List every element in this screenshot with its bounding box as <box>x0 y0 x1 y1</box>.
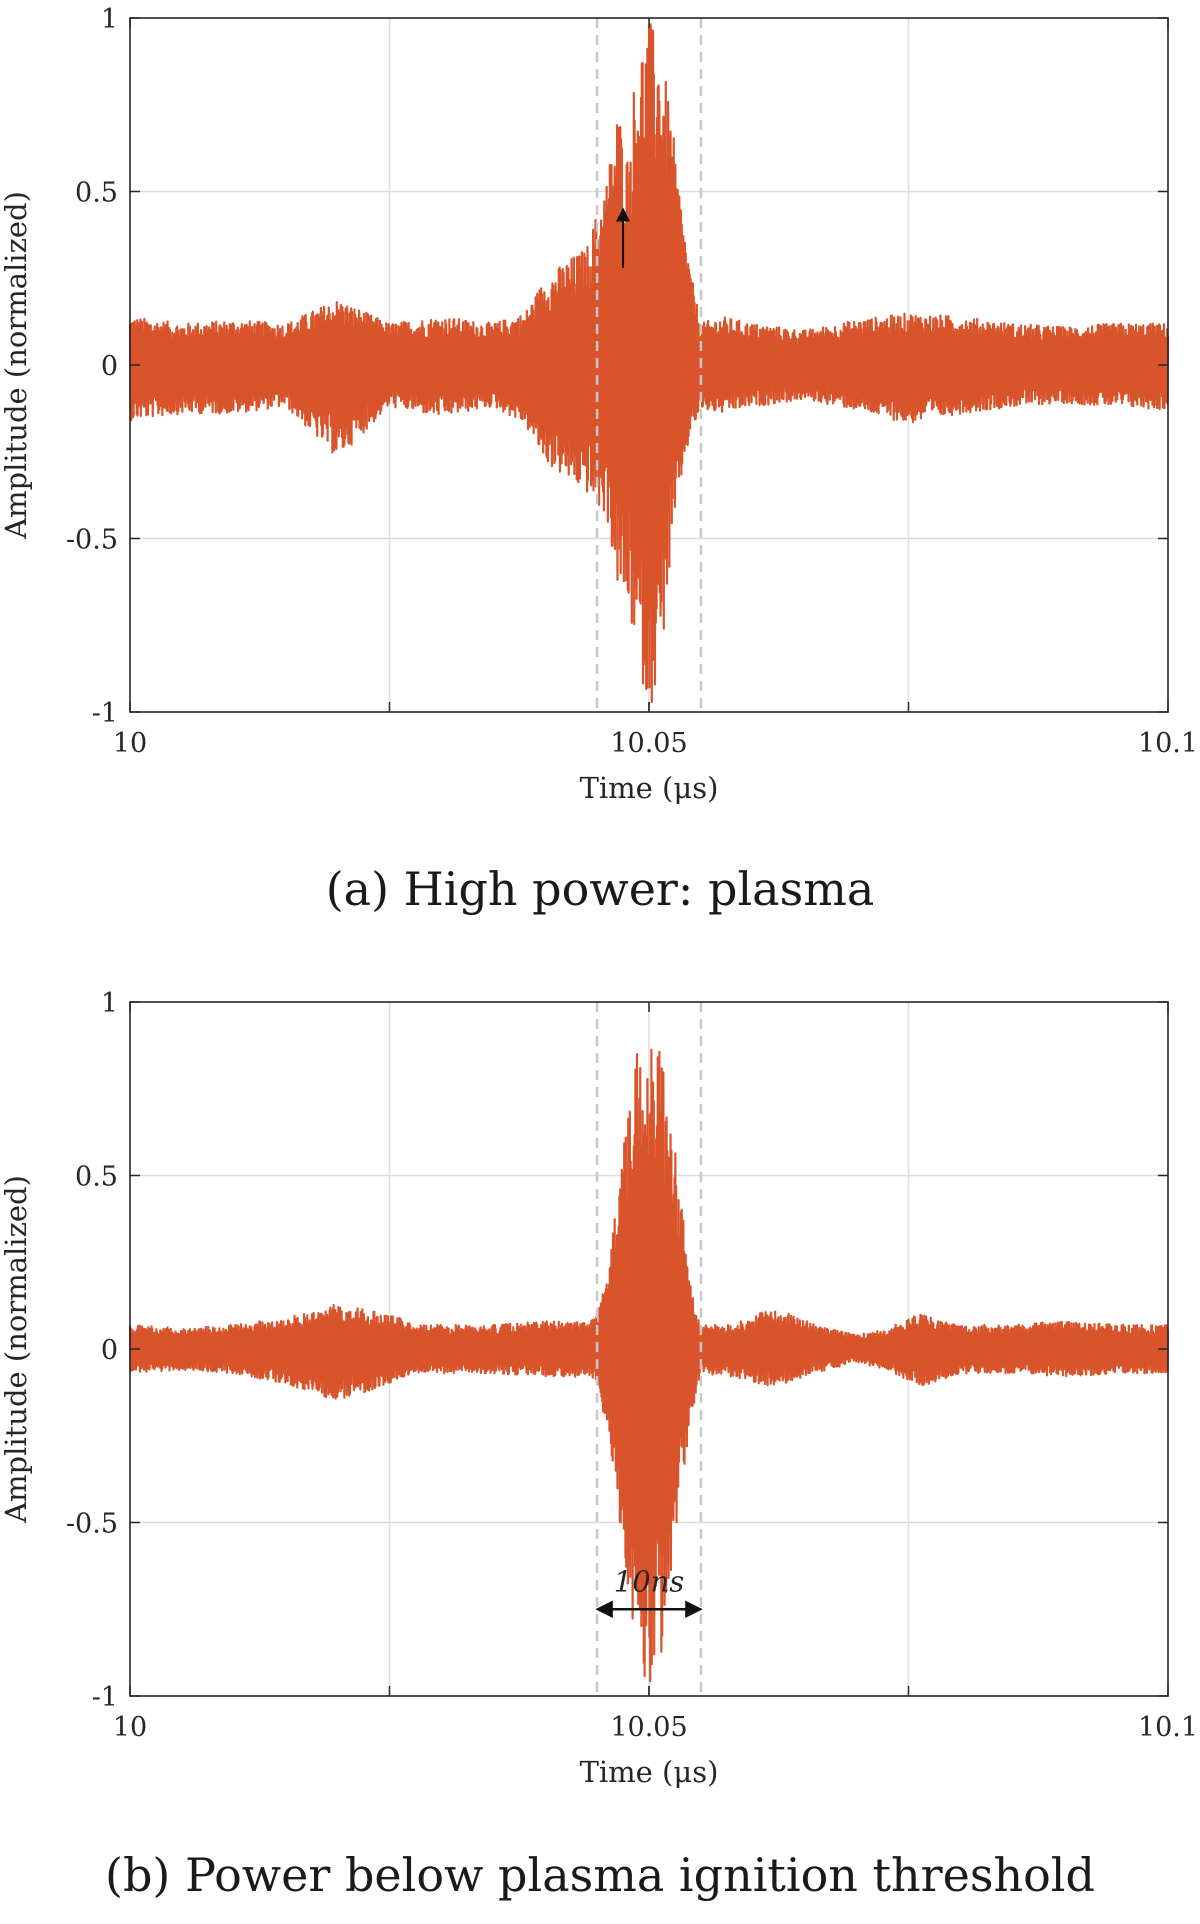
chart-a-xtick-label-0: 10 <box>113 728 147 759</box>
chart-a-ytick-label-1: -0.5 <box>66 525 118 556</box>
chart-a-xtick-label-2: 10.1 <box>1138 728 1198 759</box>
chart-a-signal-line <box>128 23 1170 704</box>
chart-b-xtick-label-1: 10.05 <box>610 1712 687 1743</box>
chart-a-xlabel: Time (μs) <box>580 771 719 805</box>
chart-a-ytick-label-2: 0 <box>101 351 118 382</box>
chart-b-ytick-label-3: 0.5 <box>75 1162 118 1193</box>
chart-b-signal-line <box>128 1048 1170 1683</box>
caption-b: (b) Power below plasma ignition threshol… <box>105 1848 1095 1902</box>
chart-b-ytick-label-1: -0.5 <box>66 1509 118 1540</box>
chart-b-ytick-label-2: 0 <box>101 1335 118 1366</box>
chart-b-ytick-label-4: 1 <box>101 988 118 1019</box>
chart-a-ylabel: Amplitude (normalized) <box>0 191 33 540</box>
chart-a-svg: 10 10.05 10.1 -1 -0.5 0 0.5 1 Time (μs) Amplitude… <box>0 4 1198 805</box>
chart-b-ylabel: Amplitude (normalized) <box>0 1175 33 1524</box>
chart-a-ytick-label-4: 1 <box>101 4 118 35</box>
chart-panel-b: 10 10.05 10.1 -1 -0.5 0 0.5 1 Time (μs) Amplitude… <box>0 984 1200 1924</box>
chart-b-xlabel: Time (μs) <box>580 1755 719 1789</box>
chart-b-ytick-label-0: -1 <box>92 1682 118 1713</box>
chart-a-ytick-label-0: -1 <box>92 698 118 729</box>
chart-a-ytick-label-3: 0.5 <box>75 178 118 209</box>
chart-b-xtick-label-2: 10.1 <box>1138 1712 1198 1743</box>
chart-panel-a: 10 10.05 10.1 -1 -0.5 0 0.5 1 Time (μs) Amplitude… <box>0 0 1200 940</box>
caption-a: (a) High power: plasma <box>325 862 875 916</box>
chart-b-xtick-label-0: 10 <box>113 1712 147 1743</box>
chart-a-xtick-label-1: 10.05 <box>610 728 687 759</box>
chart-b-annotation-label-0: 10ns <box>614 1564 684 1598</box>
chart-b-svg: 10 10.05 10.1 -1 -0.5 0 0.5 1 Time (μs) Amplitude… <box>0 988 1198 1789</box>
